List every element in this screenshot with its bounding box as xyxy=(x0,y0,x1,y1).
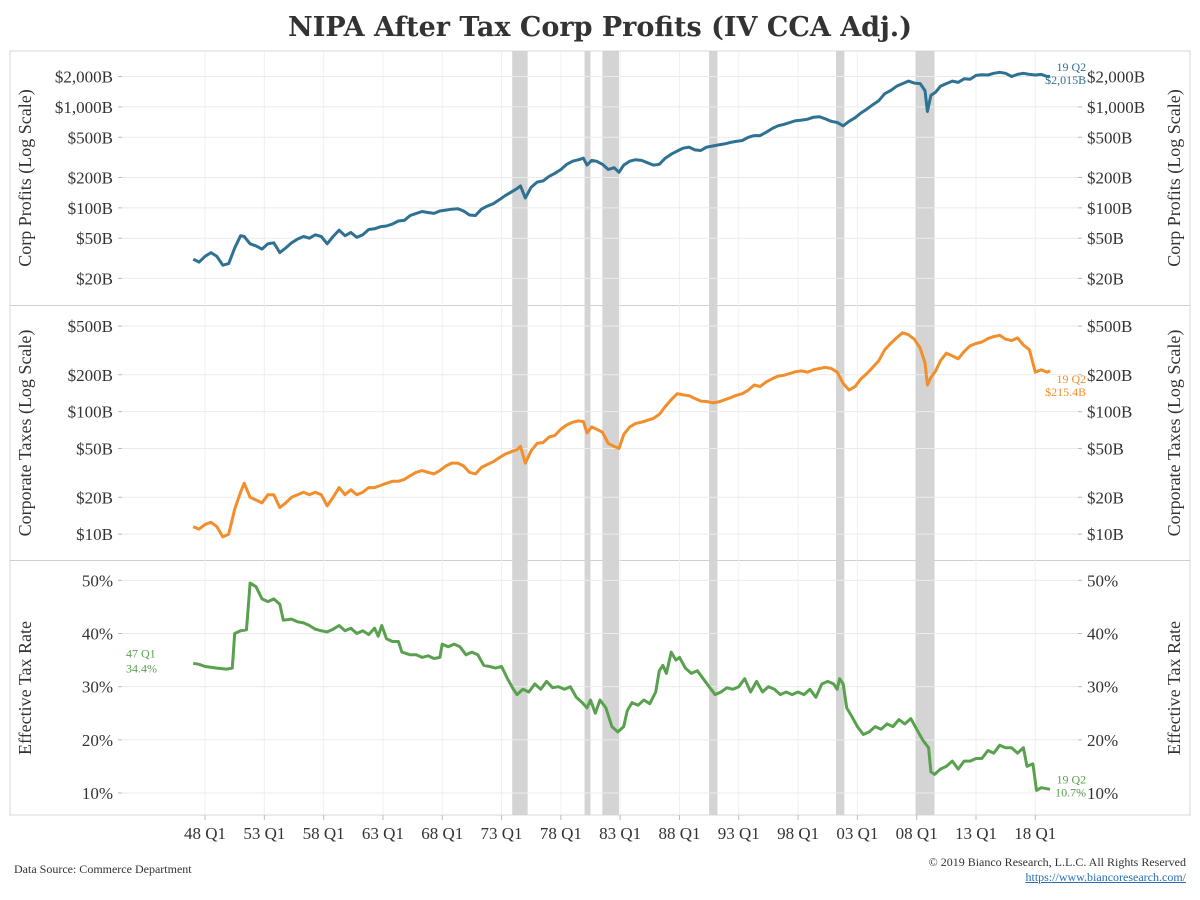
taxes-series-line xyxy=(192,331,1051,539)
y-axis-title-left: Corporate Taxes (Log Scale) xyxy=(15,330,36,537)
x-tick-label: 63 Q1 xyxy=(362,824,404,843)
y-tick-label-right: 10% xyxy=(1087,784,1118,803)
recession-bar xyxy=(512,51,528,815)
x-tick-label: 48 Q1 xyxy=(184,824,226,843)
y-tick-label-right: $10B xyxy=(1087,525,1124,544)
rate-end-label-date: 19 Q2 xyxy=(1056,772,1086,786)
x-tick-label: 78 Q1 xyxy=(540,824,582,843)
y-tick-label-left: $500B xyxy=(68,128,113,147)
y-tick-label-right: $100B xyxy=(1087,403,1132,422)
x-tick-label: 83 Q1 xyxy=(599,824,641,843)
y-axis-title-left: Effective Tax Rate xyxy=(15,621,35,755)
y-tick-label-right: 30% xyxy=(1087,678,1118,697)
rate-series-line xyxy=(192,581,1051,792)
y-tick-label-right: $2,000B xyxy=(1087,68,1145,87)
x-tick-label: 68 Q1 xyxy=(421,824,463,843)
y-tick-label-left: $2,000B xyxy=(55,68,113,87)
taxes-end-label-value: $215.4B xyxy=(1045,385,1086,399)
data-source-note: Data Source: Commerce Department xyxy=(14,862,192,876)
chart-frame xyxy=(9,50,1191,816)
y-tick-label-right: 20% xyxy=(1087,731,1118,750)
y-tick-label-left: $1,000B xyxy=(55,98,113,117)
y-axis-title-right: Corp Profits (Log Scale) xyxy=(1164,89,1185,266)
y-tick-label-left: $50B xyxy=(76,440,113,459)
y-axis-title-right: Corporate Taxes (Log Scale) xyxy=(1164,330,1185,537)
copyright-block: © 2019 Bianco Research, L.L.C. All Right… xyxy=(929,855,1186,885)
profits-end-label-value: $2,015B xyxy=(1045,73,1086,87)
y-tick-label-right: $1,000B xyxy=(1087,98,1145,117)
y-tick-label-right: $20B xyxy=(1087,488,1124,507)
x-tick-label: 88 Q1 xyxy=(658,824,700,843)
recession-bar xyxy=(836,51,845,815)
y-tick-label-left: $500B xyxy=(68,317,113,336)
website-link[interactable]: https://www.biancoresearch.com/ xyxy=(1025,870,1186,884)
y-tick-label-right: $200B xyxy=(1087,168,1132,187)
x-tick-label: 53 Q1 xyxy=(243,824,285,843)
y-tick-label-left: 40% xyxy=(82,624,113,643)
y-tick-label-right: $500B xyxy=(1087,128,1132,147)
y-tick-label-right: $100B xyxy=(1087,199,1132,218)
y-tick-label-left: 20% xyxy=(82,731,113,750)
x-tick-label: 08 Q1 xyxy=(896,824,938,843)
y-tick-label-left: $100B xyxy=(68,403,113,422)
copyright-text: © 2019 Bianco Research, L.L.C. All Right… xyxy=(928,855,1186,869)
y-tick-label-left: $20B xyxy=(76,269,113,288)
profits-series-line xyxy=(192,70,1051,267)
x-tick-label: 18 Q1 xyxy=(1014,824,1056,843)
profits-end-label-date: 19 Q2 xyxy=(1056,60,1086,74)
chart-title: NIPA After Tax Corp Profits (IV CCA Adj.… xyxy=(288,12,912,43)
x-tick-label: 13 Q1 xyxy=(955,824,997,843)
y-tick-label-left: $50B xyxy=(76,229,113,248)
y-tick-label-left: $10B xyxy=(76,525,113,544)
y-axis-title-right: Effective Tax Rate xyxy=(1164,621,1184,755)
x-tick-label: 98 Q1 xyxy=(777,824,819,843)
x-tick-label: 73 Q1 xyxy=(481,824,523,843)
rate-start-label-date: 47 Q1 xyxy=(126,646,156,660)
recession-bar xyxy=(915,51,935,815)
x-tick-label: 93 Q1 xyxy=(718,824,760,843)
y-tick-label-right: $500B xyxy=(1087,317,1132,336)
rate-start-label-value: 34.4% xyxy=(126,661,157,675)
x-tick-label: 03 Q1 xyxy=(836,824,878,843)
y-tick-label-left: $20B xyxy=(76,488,113,507)
y-tick-label-left: 30% xyxy=(82,678,113,697)
rate-end-label-value: 10.7% xyxy=(1055,785,1086,799)
y-tick-label-left: $200B xyxy=(68,168,113,187)
y-tick-label-left: $100B xyxy=(68,199,113,218)
recession-bar xyxy=(709,51,718,815)
y-tick-label-left: 50% xyxy=(82,571,113,590)
x-tick-label: 58 Q1 xyxy=(303,824,345,843)
y-tick-label-left: 10% xyxy=(82,784,113,803)
taxes-end-label-date: 19 Q2 xyxy=(1056,372,1086,386)
y-tick-label-right: $20B xyxy=(1087,269,1124,288)
y-tick-label-right: $50B xyxy=(1087,440,1124,459)
y-tick-label-left: $200B xyxy=(68,366,113,385)
y-axis-title-left: Corp Profits (Log Scale) xyxy=(15,89,36,266)
y-tick-label-right: 40% xyxy=(1087,624,1118,643)
recession-bar xyxy=(602,51,619,815)
y-tick-label-right: $200B xyxy=(1087,366,1132,385)
y-tick-label-right: 50% xyxy=(1087,571,1118,590)
y-tick-label-right: $50B xyxy=(1087,229,1124,248)
